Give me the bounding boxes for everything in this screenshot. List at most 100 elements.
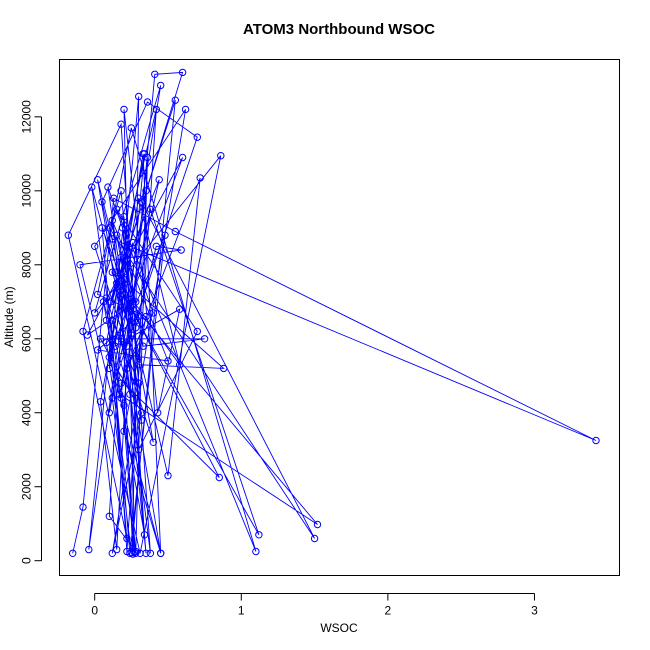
data-point [310, 534, 319, 543]
data-point [91, 309, 99, 317]
data-point [117, 120, 125, 128]
data-point [120, 213, 128, 221]
y-tick-label: 12000 [20, 100, 34, 134]
data-point [157, 549, 165, 557]
chart-title: ATOM3 Northbound WSOC [243, 21, 435, 38]
data-point [85, 545, 93, 554]
series-wsoc [64, 68, 600, 558]
data-point [113, 279, 121, 287]
data-point [107, 298, 115, 306]
data-point [76, 261, 84, 269]
data-point [142, 549, 150, 557]
data-point [98, 198, 106, 206]
data-point [69, 549, 77, 557]
data-point [108, 394, 117, 402]
data-point [152, 242, 161, 251]
data-point [98, 224, 106, 232]
data-point [105, 364, 114, 373]
data-point [117, 379, 125, 387]
data-point [133, 316, 141, 324]
data-point [83, 331, 92, 339]
data-point [142, 187, 150, 195]
data-point [140, 531, 149, 539]
data-point [127, 331, 136, 339]
data-point [135, 379, 143, 387]
data-point [137, 409, 146, 417]
x-axis-label: WSOC [320, 621, 358, 635]
data-point [117, 394, 125, 402]
data-point [161, 231, 169, 239]
data-point [135, 194, 143, 202]
data-point [115, 390, 124, 398]
data-point [111, 268, 119, 276]
data-point [135, 312, 143, 321]
data-point [88, 183, 96, 191]
data-point [123, 342, 131, 350]
data-point [79, 503, 87, 511]
data-point [113, 545, 121, 554]
data-point [193, 327, 202, 336]
x-tick-label: 2 [385, 604, 392, 618]
data-point [220, 364, 228, 373]
data-point [151, 70, 159, 79]
data-point [171, 96, 180, 104]
data-point [155, 176, 163, 184]
data-point [146, 205, 155, 214]
data-point [117, 335, 125, 343]
y-tick-label: 0 [20, 557, 34, 564]
data-point [152, 105, 161, 114]
data-point [110, 194, 118, 202]
y-axis-label: Altitude (m) [2, 286, 16, 347]
data-point [105, 512, 114, 520]
data-point [129, 238, 137, 247]
data-point [105, 409, 114, 417]
data-point [120, 105, 128, 114]
data-point [113, 372, 121, 380]
data-point [108, 235, 117, 243]
data-point [104, 183, 112, 191]
data-point [105, 353, 114, 361]
data-point [120, 290, 128, 299]
data-point [117, 253, 125, 262]
data-point [123, 534, 131, 543]
data-point [135, 361, 143, 369]
data-point [176, 361, 184, 369]
data-point [252, 547, 260, 556]
data-point [91, 242, 99, 251]
data-point [113, 231, 121, 239]
data-point [93, 290, 102, 299]
data-point [108, 268, 117, 276]
data-point [178, 68, 187, 77]
data-point [93, 346, 102, 354]
y-axis: 0 2000 4000 6000 8000 10000 12000 [20, 100, 42, 564]
data-point [96, 335, 105, 343]
y-tick-label: 8000 [20, 251, 34, 278]
data-point [132, 298, 140, 306]
data-point [108, 335, 117, 343]
data-point [313, 520, 322, 529]
data-point [149, 309, 158, 317]
y-tick-label: 6000 [20, 325, 34, 352]
data-point [164, 471, 172, 480]
data-point [193, 133, 202, 141]
data-point [140, 150, 149, 158]
data-point [126, 390, 134, 398]
data-point [64, 231, 73, 239]
x-axis: 0 1 2 3 [91, 593, 538, 618]
data-point [132, 324, 140, 332]
data-point [102, 338, 111, 347]
data-point [255, 531, 263, 539]
x-tick-label: 1 [238, 604, 245, 618]
data-point [196, 174, 204, 182]
y-tick-label: 4000 [20, 399, 34, 426]
data-point [108, 216, 117, 225]
x-tick-label: 0 [91, 604, 98, 618]
data-point [592, 436, 600, 445]
data-point [215, 473, 224, 482]
data-point [108, 549, 117, 557]
data-point [157, 81, 165, 90]
data-point [146, 549, 155, 557]
data-point [177, 246, 185, 254]
data-point [171, 227, 180, 236]
